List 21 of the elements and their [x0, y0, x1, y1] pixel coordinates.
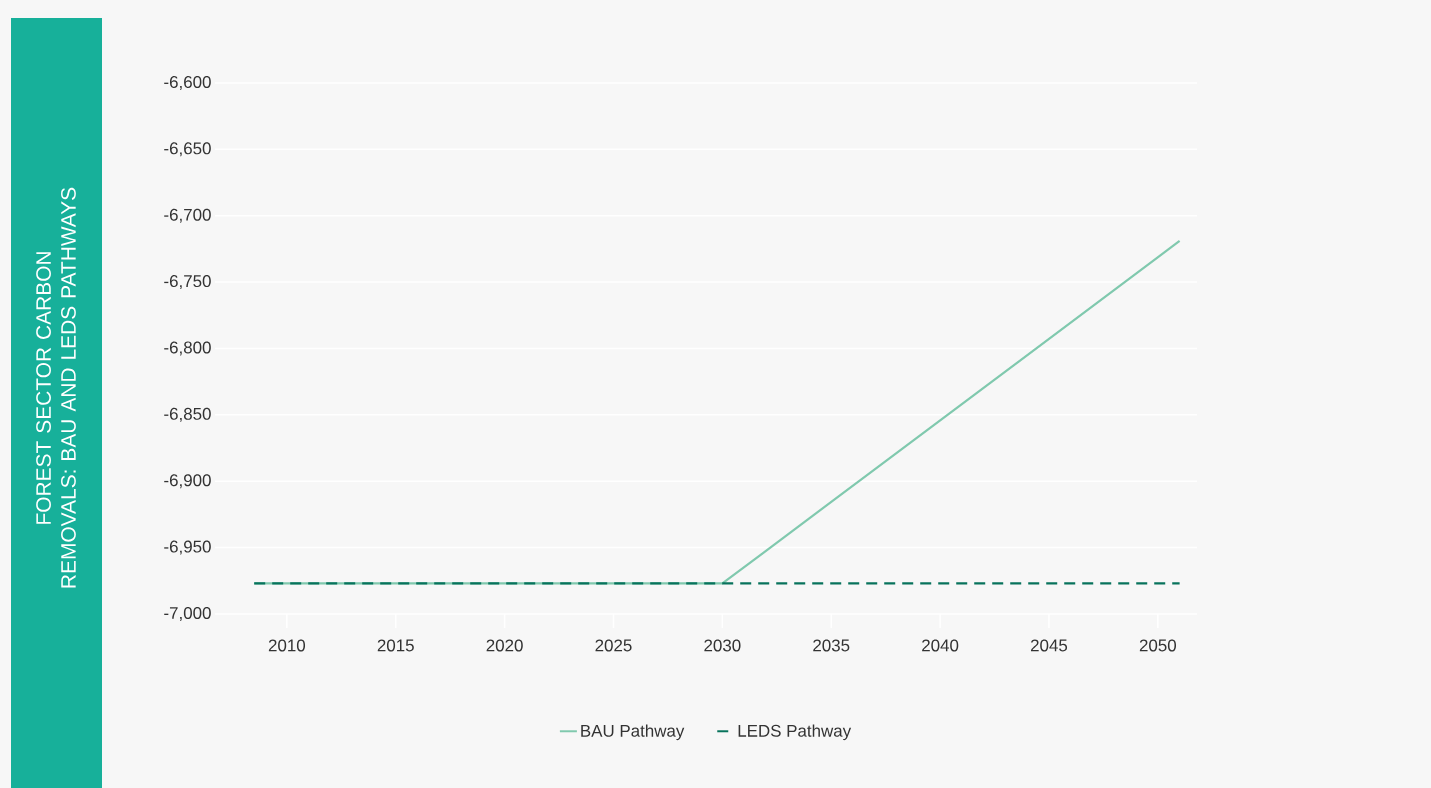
- x-tick-label: 2040: [922, 639, 959, 652]
- y-tick-label: -6,950: [164, 540, 211, 555]
- x-tick-label: 2045: [1030, 639, 1068, 652]
- x-tick-label: 2010: [268, 639, 306, 652]
- legend-label: BAU Pathway: [581, 724, 685, 741]
- y-tick-label: -6,650: [164, 142, 211, 157]
- y-axis-title: FOREST SECTOR CARBON REMOVALS: BAU AND LEDS PATHWAYS: [36, 187, 76, 588]
- x-tick-label: 2030: [704, 639, 741, 652]
- x-tick-label: 2020: [486, 639, 523, 652]
- x-tick-label: 2035: [813, 639, 850, 652]
- y-tick-label: -6,750: [164, 275, 211, 290]
- y-tick-label: -7,000: [164, 607, 211, 621]
- y-tick-label: -6,700: [164, 208, 211, 223]
- y-tick-label: -6,600: [164, 75, 211, 90]
- y-tick-label: -6,800: [164, 341, 211, 356]
- x-tick-label: 2050: [1139, 639, 1177, 652]
- y-tick-label: -6,850: [164, 407, 211, 422]
- x-tick-label: 2025: [595, 639, 632, 652]
- legend-label: LEDS Pathway: [738, 724, 852, 741]
- x-tick-label: 2015: [377, 639, 414, 652]
- y-tick-label: -6,900: [164, 474, 211, 489]
